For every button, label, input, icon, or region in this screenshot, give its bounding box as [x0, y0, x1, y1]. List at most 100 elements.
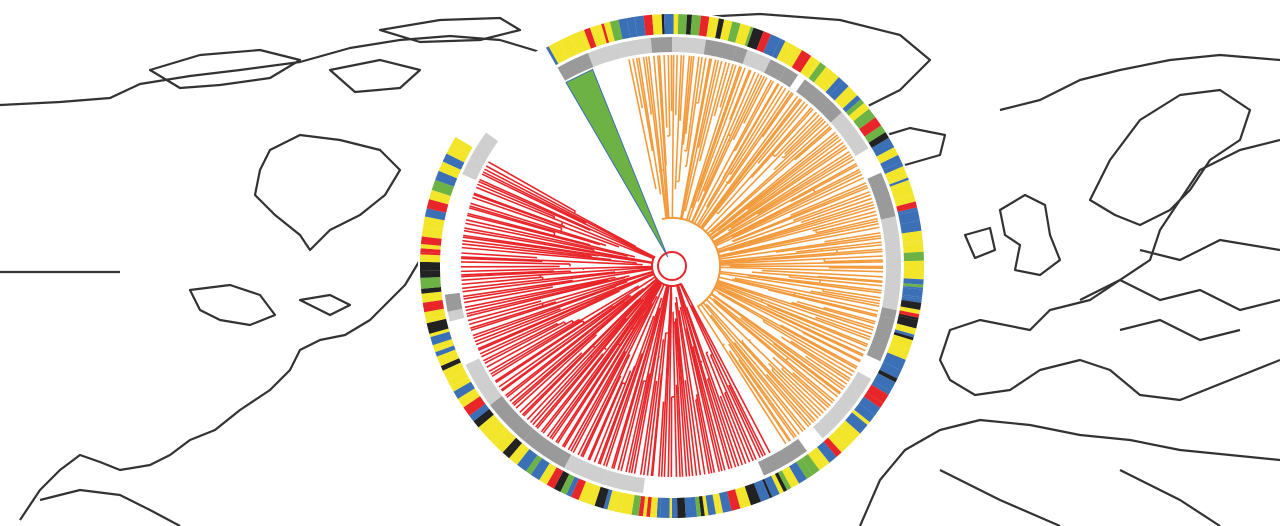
outer-ring-segment: [677, 14, 688, 35]
node-arc: [772, 342, 775, 344]
branch: [743, 134, 838, 210]
node-arc: [707, 377, 710, 380]
branch: [794, 294, 878, 316]
outer-ring-segment: [714, 493, 721, 514]
outer-ring-segment: [420, 236, 442, 246]
outer-ring-segment: [796, 458, 813, 479]
branch: [797, 284, 881, 299]
branch: [743, 77, 768, 124]
branch: [792, 372, 831, 407]
branch: [660, 339, 670, 477]
branch: [466, 276, 625, 317]
outer-ring-segment: [901, 230, 923, 242]
branch: [465, 222, 594, 251]
branch: [747, 274, 882, 294]
stem: [698, 182, 729, 227]
branch: [758, 201, 874, 240]
borders: [939, 238, 1280, 526]
outer-ring-segment: [840, 420, 861, 440]
outer-ring-segment: [663, 14, 672, 35]
branch: [470, 301, 557, 329]
branch: [814, 168, 861, 194]
branch: [477, 183, 555, 218]
outer-ring-segment: [685, 14, 693, 35]
stem: [657, 285, 670, 357]
clade-arc: [661, 217, 721, 308]
outer-ring-segment: [877, 369, 898, 383]
branch: [462, 271, 616, 290]
branch: [470, 202, 607, 247]
node-arc: [785, 357, 789, 362]
outer-ring-segment: [718, 491, 732, 513]
branch: [461, 274, 541, 282]
outer-ring-segment: [420, 261, 441, 271]
node-arc: [595, 296, 598, 299]
branch: [482, 171, 587, 224]
outer-ring-segment: [763, 34, 781, 57]
outer-ring-segment: [478, 414, 501, 436]
grey-ring-segment: [880, 216, 901, 272]
outer-ring-segment: [903, 260, 924, 270]
outer-ring-segment: [873, 373, 896, 392]
branch: [792, 310, 871, 341]
outer-ring-segment: [442, 362, 466, 381]
node-arc: [560, 221, 564, 226]
branch: [672, 312, 678, 477]
outer-ring-segment: [429, 328, 450, 338]
outer-ring-segment: [485, 421, 507, 443]
outer-ring-segment: [727, 21, 741, 43]
branch: [753, 170, 862, 226]
outer-ring-segment: [781, 466, 800, 489]
branch: [639, 356, 660, 475]
stem: [562, 221, 654, 260]
node-arc: [553, 232, 556, 236]
outer-ring-segment: [817, 441, 837, 463]
grey-ring-segment: [778, 67, 799, 88]
node-arc: [553, 216, 556, 219]
grey-ring-segment: [798, 427, 823, 451]
branch: [719, 226, 880, 258]
grey-ring-segment: [490, 395, 534, 441]
branch: [773, 120, 827, 171]
branch: [687, 64, 737, 215]
branch: [588, 382, 624, 461]
branch: [483, 322, 558, 362]
outer-ring-segment: [791, 50, 812, 73]
africa-coast: [858, 418, 1280, 526]
branch: [781, 368, 827, 411]
outer-ring-segment: [421, 287, 442, 294]
branch: [796, 241, 882, 253]
stem: [590, 280, 660, 357]
outer-ring-segment: [866, 384, 889, 404]
stem: [713, 240, 718, 244]
branch: [464, 286, 553, 304]
node-arc: [781, 366, 785, 370]
branch: [675, 384, 681, 477]
stem: [701, 194, 731, 230]
branch: [462, 279, 558, 293]
stem: [716, 282, 793, 312]
outer-ring-segment: [432, 338, 454, 351]
branch: [663, 55, 668, 128]
outer-ring-segment: [620, 493, 635, 515]
branch: [488, 161, 576, 212]
outer-ring-segment: [607, 490, 618, 511]
branch: [760, 301, 869, 346]
branch: [475, 295, 597, 346]
outer-ring-segment: [883, 352, 906, 371]
hudson-bay: [253, 133, 402, 252]
outer-ring-segment: [854, 403, 876, 423]
branch: [829, 266, 883, 270]
outer-ring-segment: [880, 154, 902, 170]
outer-ring-segment: [618, 18, 631, 40]
branch: [789, 276, 883, 287]
outer-ring-segment: [744, 26, 754, 47]
branch: [769, 255, 883, 263]
branch: [505, 290, 641, 397]
britain: [963, 193, 1062, 277]
branch: [676, 287, 723, 472]
branch: [773, 342, 841, 395]
branch: [464, 276, 616, 309]
outer-ring-segment: [631, 494, 642, 516]
